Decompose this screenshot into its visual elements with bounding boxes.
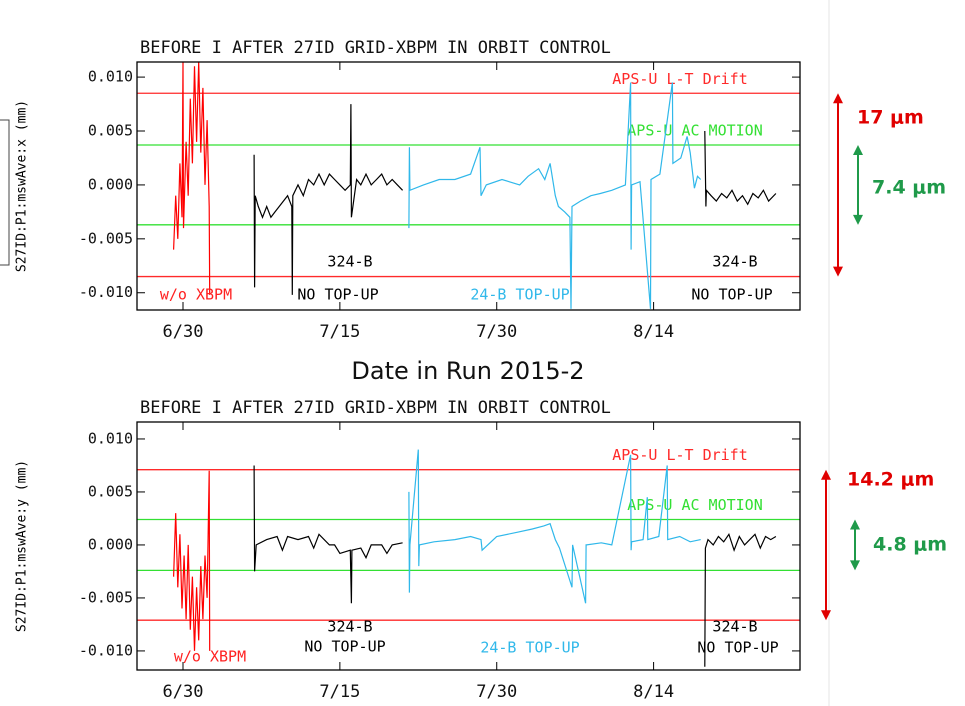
arrow-head [850, 519, 860, 530]
range-label: 14.2 μm [847, 469, 934, 491]
x-tick-label: 7/30 [476, 322, 517, 342]
chart-title: BEFORE I AFTER 27ID GRID-XBPM IN ORBIT C… [140, 38, 611, 58]
annotation: NO TOP-UP [691, 286, 772, 304]
range-label: 17 μm [857, 107, 924, 129]
data-line [408, 82, 702, 309]
data-line [704, 130, 777, 207]
x-tick-label: 7/30 [476, 682, 517, 702]
arrow-head [821, 610, 831, 621]
annotation: NO TOP-UP [697, 639, 778, 657]
chart-title: BEFORE I AFTER 27ID GRID-XBPM IN ORBIT C… [140, 398, 611, 418]
y-tick-label: -0.005 [79, 229, 133, 247]
edge-bracket [0, 119, 10, 266]
data-line [408, 449, 701, 604]
reference-label: APS-U L-T Drift [612, 446, 747, 464]
arrow-head [821, 469, 831, 480]
annotation: w/o XBPM [174, 648, 246, 666]
plot-frame [136, 421, 801, 671]
data-line [253, 104, 404, 295]
annotation: 24-B TOP-UP [470, 286, 569, 304]
y-tick-label: -0.005 [79, 588, 133, 606]
annotation: 324-B [327, 618, 372, 636]
y-tick-label: 0.000 [88, 175, 133, 193]
arrow-head [850, 560, 860, 571]
arrow-head [853, 145, 863, 156]
x-tick-label: 7/15 [319, 682, 360, 702]
y-tick-label: -0.010 [79, 283, 133, 301]
arrow-head [833, 266, 843, 277]
annotation: 24-B TOP-UP [480, 639, 579, 657]
x-axis-label: Date in Run 2015-2 [351, 357, 584, 385]
y-axis-label: S27ID:P1:mswAve:y (mm) [15, 460, 30, 632]
y-tick-label: 0.000 [88, 535, 133, 553]
annotation: NO TOP-UP [297, 286, 378, 304]
y-tick-label: 0.010 [88, 68, 133, 86]
range-label: 4.8 μm [873, 534, 947, 556]
x-tick-label: 7/15 [319, 322, 360, 342]
data-line [704, 532, 777, 667]
reference-label: APS-U AC MOTION [627, 496, 762, 514]
y-tick-label: 0.005 [88, 482, 133, 500]
y-axis-label: S27ID:P1:mswAve:x (mm) [15, 100, 30, 272]
data-line [253, 465, 403, 604]
reference-label: APS-U AC MOTION [627, 122, 762, 140]
y-tick-label: 0.010 [88, 429, 133, 447]
y-tick-label: 0.005 [88, 122, 133, 140]
arrow-head [853, 214, 863, 225]
annotation: 324-B [712, 253, 757, 271]
reference-label: APS-U L-T Drift [612, 70, 747, 88]
plot-frame [136, 61, 801, 311]
data-line [173, 470, 211, 651]
annotation: 324-B [712, 618, 757, 636]
x-tick-label: 8/14 [633, 322, 674, 342]
x-tick-label: 8/14 [633, 682, 674, 702]
annotation: w/o XBPM [160, 286, 232, 304]
arrow-head [833, 93, 843, 104]
data-line [173, 61, 211, 295]
x-tick-label: 6/30 [163, 322, 204, 342]
range-label: 7.4 μm [872, 177, 946, 199]
annotation: 324-B [327, 253, 372, 271]
annotation: NO TOP-UP [304, 638, 385, 656]
x-tick-label: 6/30 [163, 682, 204, 702]
y-tick-label: -0.010 [79, 641, 133, 659]
